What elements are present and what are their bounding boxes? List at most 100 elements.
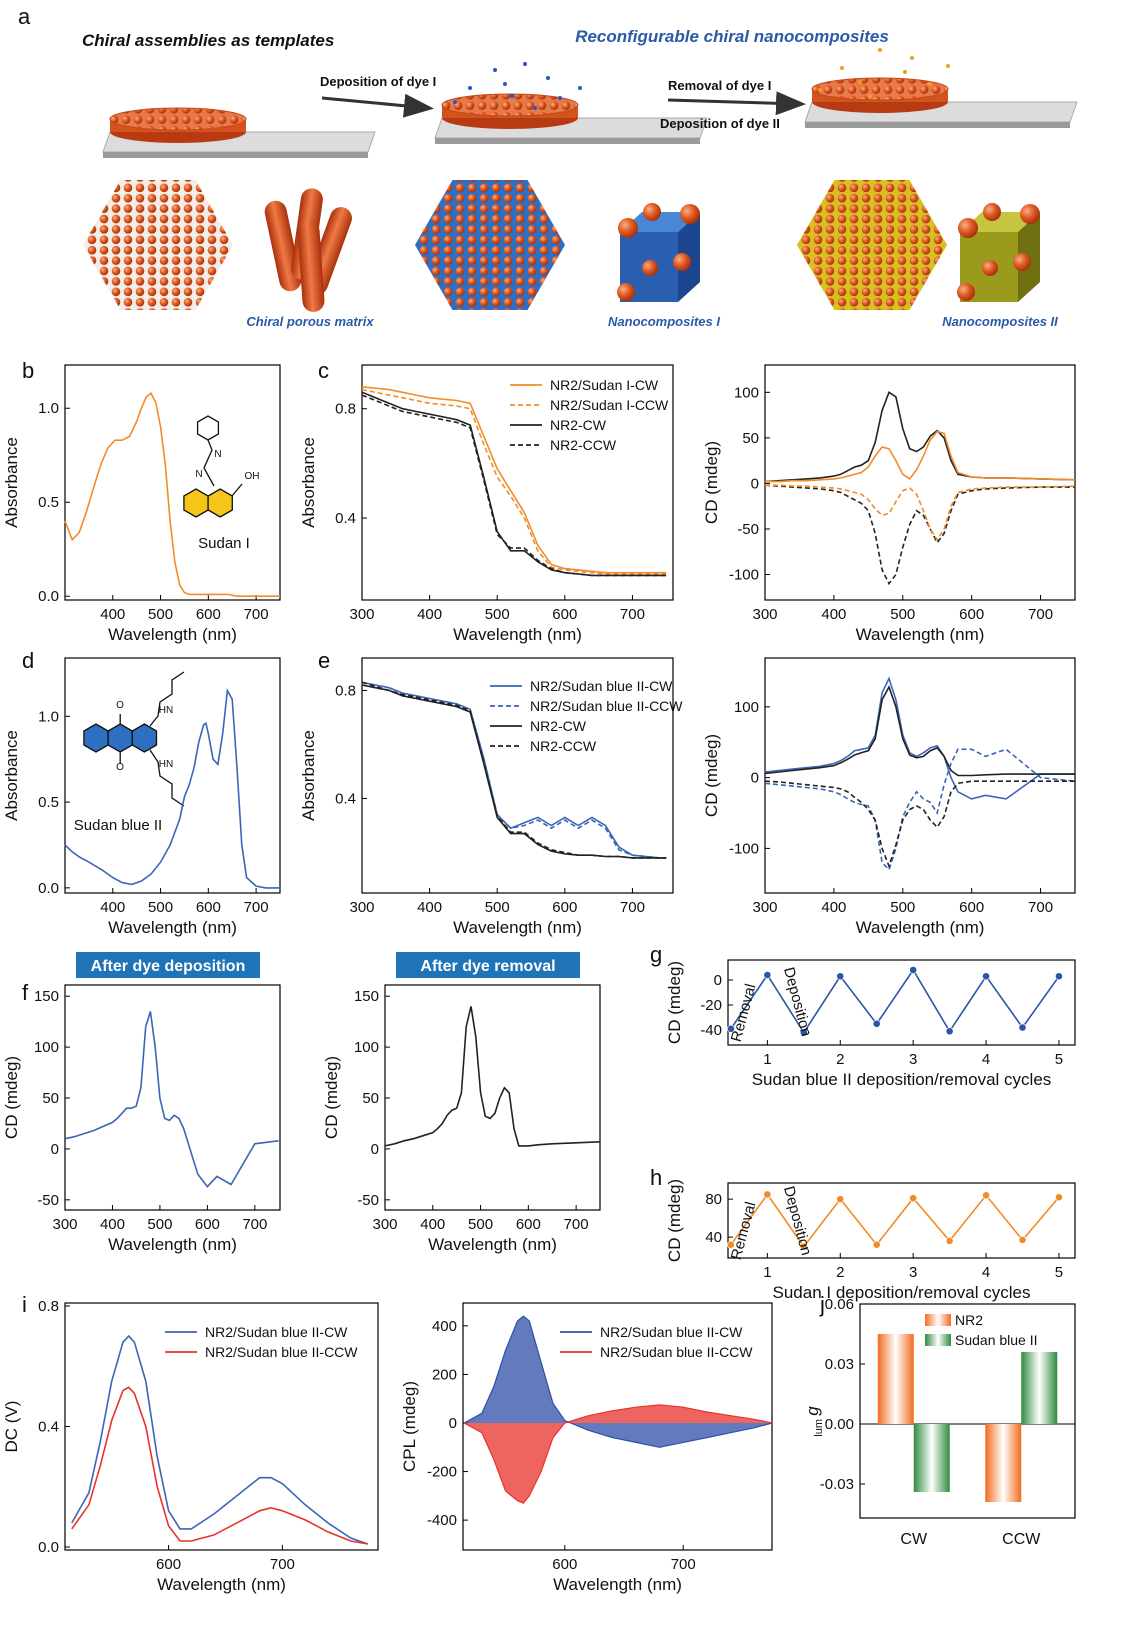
circle-shape	[946, 64, 950, 68]
line-shape	[667, 91, 806, 116]
title-box	[76, 952, 260, 978]
y-tick-label: 0	[751, 475, 759, 492]
y-axis-title: Absorbance	[299, 437, 318, 528]
x-tick-label: 700	[671, 1556, 696, 1573]
circle-shape	[910, 56, 914, 60]
y-axis-title: Absorbance	[299, 730, 318, 821]
x-tick-label: 500	[147, 1216, 172, 1233]
legend-label: NR2/Sudan I-CCW	[550, 397, 669, 413]
circle-shape	[840, 66, 844, 70]
legend-label: NR2-CCW	[550, 437, 617, 453]
y-tick-label: 0	[714, 972, 722, 989]
x-tick-label: 700	[270, 1556, 295, 1573]
azo-bond	[203, 439, 215, 487]
plot-frame	[764, 364, 1076, 601]
line	[765, 430, 1076, 483]
x-tick-label: 700	[1028, 606, 1053, 623]
text-shape: Reconfigurable chiral nanocomposites	[575, 27, 889, 46]
y-tick-label: 100	[734, 384, 759, 401]
line	[764, 748, 1076, 872]
panel-label: e	[318, 648, 330, 673]
atom-label: N	[214, 449, 221, 460]
text-shape: Nanocomposites II	[942, 314, 1058, 329]
x-tick-label: 500	[148, 606, 173, 623]
line	[730, 1193, 1060, 1248]
y-tick-label: 50	[42, 1090, 59, 1107]
line	[764, 391, 1076, 483]
x-tick-label: CW	[900, 1531, 928, 1548]
x-tick-label: 500	[890, 606, 915, 623]
y-tick-label: 0.8	[38, 1298, 59, 1315]
x-tick-label: 5	[1055, 1051, 1063, 1068]
x-tick-label: CCW	[1002, 1531, 1041, 1548]
plot-frame	[64, 657, 281, 894]
plot-frame	[64, 984, 281, 1211]
text-shape: Chiral porous matrix	[246, 314, 374, 329]
y-tick-label: -400	[427, 1512, 457, 1529]
circle-shape	[523, 62, 527, 66]
x-tick-label: 400	[100, 606, 125, 623]
point	[763, 971, 772, 979]
y-tick-label: -100	[729, 566, 759, 583]
y-axis-title: g	[803, 1406, 822, 1416]
line-shape	[321, 93, 434, 118]
point	[945, 1027, 954, 1036]
y-tick-label: 1.0	[38, 708, 59, 725]
x-axis-title: Wavelength (nm)	[553, 1575, 682, 1594]
plot-frame	[462, 1302, 773, 1551]
use-shape	[415, 180, 565, 310]
phenyl-ring	[196, 415, 220, 441]
y-axis-title-sub: lum	[813, 1419, 825, 1437]
text-shape: Nanocomposites I	[608, 314, 720, 329]
plot-frame	[764, 657, 1076, 894]
x-tick-label: 700	[564, 1216, 589, 1233]
plot-frame	[859, 1303, 1076, 1519]
x-tick-label: 300	[372, 1216, 397, 1233]
x-tick-label: 600	[959, 606, 984, 623]
y-tick-label: 400	[432, 1318, 457, 1335]
plot-frame	[727, 959, 1076, 1046]
legend-label: NR2/Sudan I-CW	[550, 377, 659, 393]
y-axis-title: Absorbance	[2, 437, 21, 528]
legend-swatch	[925, 1334, 951, 1346]
circle-shape	[957, 283, 975, 301]
y-tick-label: 0.0	[38, 880, 59, 897]
oh-bond	[231, 483, 243, 497]
y-tick-label: -20	[700, 997, 722, 1014]
x-tick-label: 600	[195, 1216, 220, 1233]
y-tick-label: 50	[362, 1090, 379, 1107]
y-axis-title: CD (mdeg)	[665, 1179, 684, 1262]
y-tick-label: -0.03	[820, 1476, 854, 1493]
bar	[1021, 1352, 1058, 1424]
bar	[877, 1334, 914, 1424]
y-tick-label: 0.8	[335, 401, 356, 418]
line	[361, 391, 667, 577]
point	[727, 1024, 735, 1033]
plot-frame	[64, 364, 281, 601]
area-line	[463, 1315, 773, 1448]
line	[361, 386, 667, 574]
point	[836, 1195, 845, 1204]
legend-label: Sudan blue II	[955, 1332, 1038, 1348]
line	[764, 676, 1075, 800]
x-tick-label: 700	[242, 1216, 267, 1233]
y-axis-title: CD (mdeg)	[665, 961, 684, 1044]
line	[361, 681, 667, 859]
y-tick-label: 0.03	[825, 1356, 854, 1373]
panel-a: a Chiral assemblies as templates Reconfi…	[18, 4, 1078, 329]
line	[764, 780, 1075, 869]
circle-shape	[453, 100, 457, 104]
y-tick-label: 100	[34, 1039, 59, 1056]
panel-label: c	[318, 358, 329, 383]
y-axis-title: Absorbance	[2, 730, 21, 821]
point	[799, 1242, 808, 1251]
y-tick-label: 0	[751, 770, 759, 787]
line	[361, 388, 667, 575]
atom-label: O	[116, 700, 124, 711]
x-axis-title: Wavelength (nm)	[856, 918, 985, 937]
area-fill	[464, 1404, 772, 1504]
legend-label: NR2/Sudan blue II-CCW	[530, 698, 683, 714]
y-tick-label: 0.0	[38, 1539, 59, 1556]
